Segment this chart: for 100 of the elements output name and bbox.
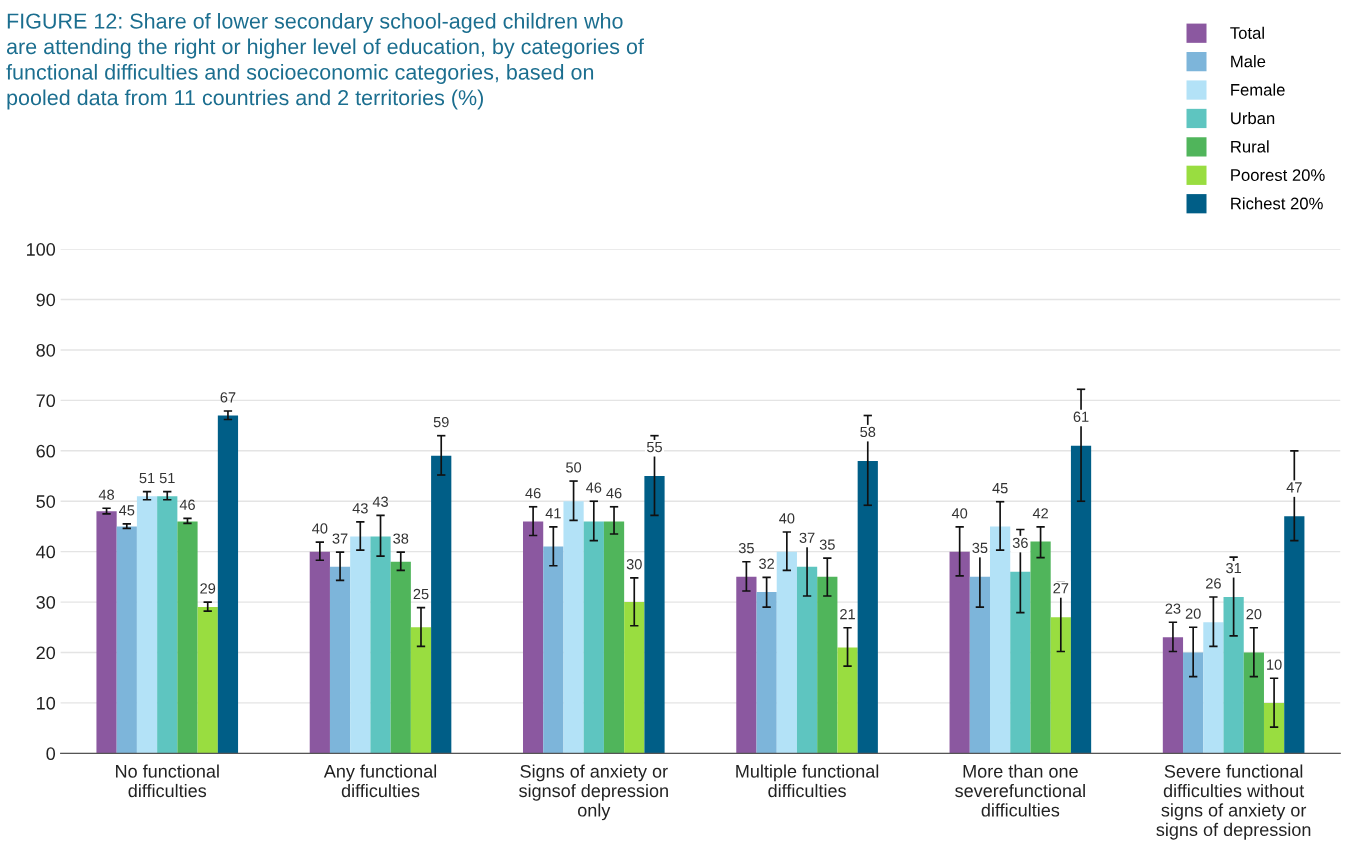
data-label: 41 [545,508,561,519]
data-label: 58 [860,426,876,438]
y-tick-label: 70 [36,394,56,408]
data-label: 67 [220,392,236,403]
data-label: 26 [1206,578,1221,589]
bar [990,526,1011,754]
bar [583,521,604,754]
bar [644,476,665,754]
y-tick-label: 40 [36,545,56,559]
legend-label: Female [1231,83,1285,96]
y-tick-label: 90 [36,293,56,307]
data-label: 27 [1053,583,1069,594]
data-label: 51 [139,473,155,484]
x-tick-label: Any functional difficulties [323,764,437,798]
data-label: 61 [1073,411,1089,422]
data-label: 38 [393,533,409,544]
data-label: 30 [626,559,642,570]
bar [309,551,330,754]
bar [136,496,158,754]
y-tick-label: 100 [27,243,56,256]
bar [157,496,178,754]
data-label: 35 [819,539,835,550]
bar [857,460,878,754]
bar [116,526,137,754]
data-label: 43 [352,503,368,514]
bar [197,607,218,754]
data-label: 45 [119,505,135,516]
bar [1162,637,1184,754]
bar [1243,652,1264,754]
bar [1050,617,1071,754]
data-label: 46 [179,499,195,510]
bar [776,551,797,754]
data-label: 46 [606,488,622,499]
y-tick-label: 0 [46,747,56,761]
data-label: 37 [332,533,348,544]
data-label: 21 [840,609,855,620]
x-tick-label: No functional difficulties [116,764,219,798]
legend-label: Poorest 20% [1231,169,1325,181]
data-label: 40 [779,513,795,524]
y-tick-label: 20 [36,646,56,660]
data-label: 48 [98,489,115,500]
bar [410,627,432,754]
legend-label: Rural [1231,140,1269,153]
data-label: 40 [312,523,328,534]
bar [1203,622,1224,754]
data-label: 42 [1032,508,1048,519]
bar [563,501,584,754]
x-tick-label: Severe functional difficulties without signs of anxiety or signs of depression [1156,764,1311,840]
bar [1030,541,1051,754]
data-label: 45 [992,483,1008,494]
data-label: 43 [372,496,388,507]
bar [543,546,564,754]
bar [523,521,544,754]
bar [1263,702,1285,754]
bar [1284,516,1305,754]
data-label: 47 [1286,482,1302,493]
bar [603,521,625,754]
data-label: 59 [433,416,449,428]
data-label: 55 [646,442,662,453]
legend-label: Total [1230,26,1264,39]
x-tick-label: Signs of anxiety or signsof depression only [519,764,668,821]
bar [1070,445,1092,754]
bar [390,561,411,754]
data-label: 46 [525,488,541,499]
bar [796,566,818,754]
data-label: 35 [972,542,988,554]
bar [736,576,757,754]
bar [1223,597,1244,754]
bar [837,647,858,754]
data-label: 20 [1246,609,1262,620]
bar [217,415,239,754]
data-label: 29 [200,583,216,594]
y-tick-label: 10 [37,696,56,710]
bar [969,576,991,754]
y-tick-label: 50 [36,495,56,508]
data-label: 31 [1226,562,1242,574]
bar [756,591,777,754]
bar [350,536,371,754]
bar [329,566,351,754]
y-tick-label: 30 [36,596,56,609]
bar [817,576,838,754]
data-label: 35 [738,542,754,554]
data-label: 36 [1012,537,1028,548]
bar [177,521,198,754]
y-tick-label: 60 [36,444,56,458]
data-label: 50 [566,462,582,473]
legend-label: Richest 20% [1231,197,1323,210]
bar [624,602,645,754]
data-label: 40 [951,508,968,519]
data-label: 25 [413,588,429,600]
bar [431,455,452,754]
bar [949,551,970,754]
legend-label: Urban [1231,111,1275,125]
bar [96,511,117,754]
x-tick-label: More than one severefunctional difficulties [955,764,1085,817]
x-tick-label: Multiple functional difficulties [736,764,879,798]
data-label: 46 [586,482,602,493]
chart-title: FIGURE 12: Share of lower secondary school-aged children who are attending the right or higher level of education, by categories of functional difficulties and socioeconomic categories, based on pooled data from 11 countries and 2 territories (%) [6,12,644,110]
data-label: 23 [1165,603,1181,614]
legend-label: Male [1231,55,1266,68]
